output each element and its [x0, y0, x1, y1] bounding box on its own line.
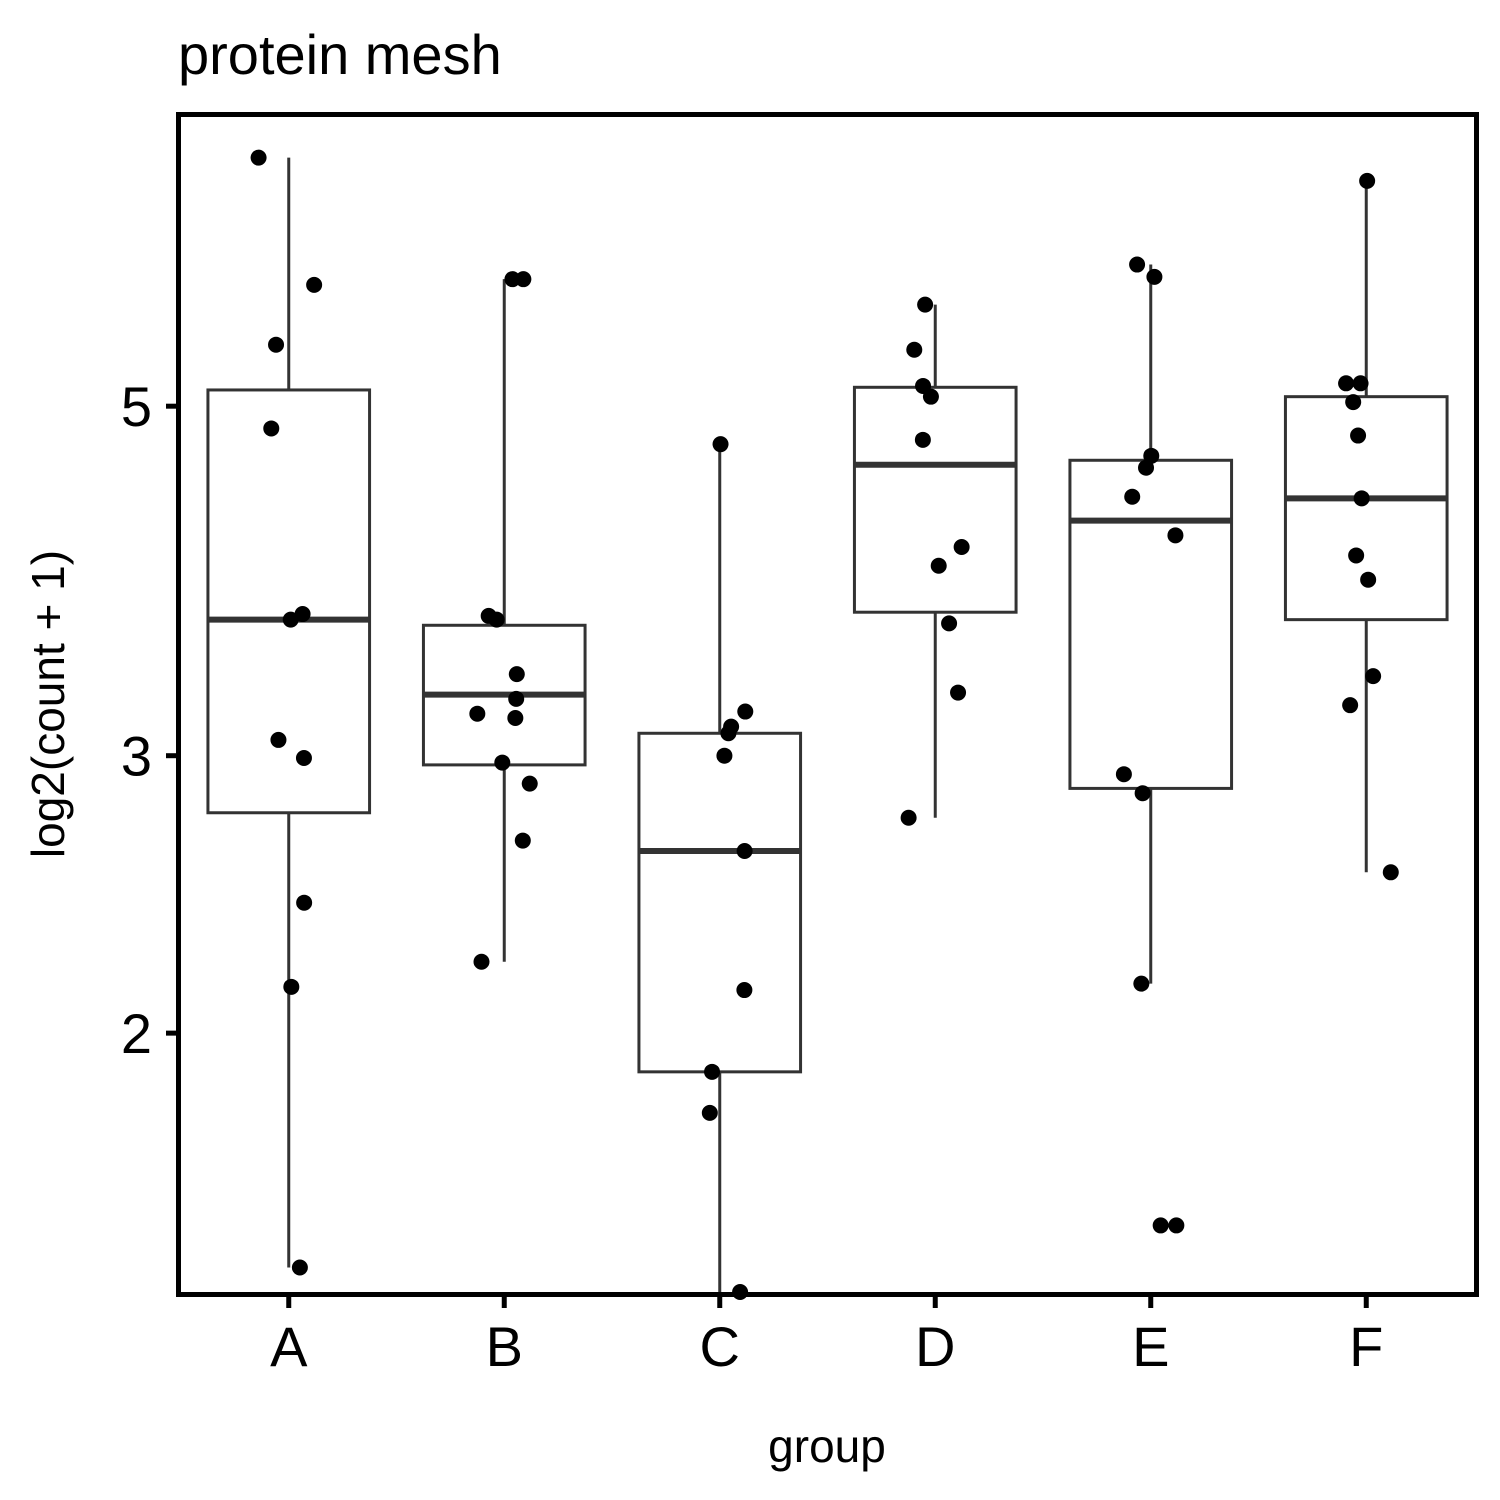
data-point: [1338, 375, 1355, 392]
data-point: [736, 982, 753, 999]
box-group-e: [1068, 256, 1234, 1234]
x-tick-label: F: [1349, 1315, 1383, 1378]
x-tick-label: E: [1132, 1315, 1169, 1378]
data-point: [1353, 490, 1370, 507]
box-iqr: [852, 385, 1018, 614]
data-point: [283, 978, 300, 995]
data-point: [701, 1104, 718, 1121]
data-point: [1115, 766, 1132, 783]
data-point: [736, 842, 753, 859]
data-point: [1133, 975, 1150, 992]
data-point: [508, 666, 525, 683]
data-point: [922, 388, 939, 405]
box-group-f: [1283, 172, 1449, 881]
data-point: [930, 557, 947, 574]
data-point: [1152, 1217, 1169, 1234]
data-point: [306, 276, 323, 293]
data-point: [508, 690, 525, 707]
data-point: [712, 436, 729, 453]
box-group-a: [206, 149, 372, 1276]
data-point: [1350, 427, 1367, 444]
data-point: [1365, 668, 1382, 685]
data-point: [1345, 394, 1362, 411]
data-point: [953, 538, 970, 555]
x-axis-title: group: [768, 1420, 886, 1472]
data-point: [900, 809, 917, 826]
box-iqr: [637, 731, 803, 1074]
data-point: [514, 832, 531, 849]
x-axis: A B C D E F: [270, 1296, 1383, 1378]
data-point: [716, 747, 733, 764]
data-point: [250, 149, 267, 166]
data-point: [296, 894, 313, 911]
x-tick-label: D: [915, 1315, 955, 1378]
y-tick-label: 2: [121, 1002, 152, 1065]
data-point: [494, 754, 511, 771]
plot-frame: [176, 112, 1479, 1297]
data-point: [521, 775, 538, 792]
y-tick-label: 3: [121, 725, 152, 788]
data-point: [1360, 571, 1377, 588]
data-point: [906, 341, 923, 358]
data-point: [1134, 785, 1151, 802]
data-point: [488, 611, 505, 628]
data-point: [1382, 864, 1399, 881]
data-point: [469, 705, 486, 722]
data-point: [294, 606, 311, 623]
data-point: [295, 749, 312, 766]
data-point: [507, 709, 524, 726]
data-point: [515, 271, 532, 288]
data-point: [1168, 1217, 1185, 1234]
data-point: [720, 725, 737, 742]
box-group-d: [852, 296, 1018, 826]
data-point: [1359, 172, 1376, 189]
data-point: [941, 615, 958, 632]
data-point: [704, 1063, 721, 1080]
y-axis-title: log2(count + 1): [22, 550, 74, 858]
data-point: [1146, 268, 1163, 285]
plot-area: [206, 149, 1449, 1300]
data-point: [950, 684, 967, 701]
data-point: [263, 420, 280, 437]
y-tick-label: 5: [121, 375, 152, 438]
data-point: [473, 953, 490, 970]
data-point: [291, 1259, 308, 1276]
data-point: [917, 296, 934, 313]
x-tick-label: B: [486, 1315, 523, 1378]
box-group-b: [421, 271, 587, 970]
box-group-c: [637, 436, 803, 1300]
data-point: [1124, 488, 1141, 505]
data-point: [282, 611, 299, 628]
data-point: [1167, 527, 1184, 544]
y-axis: 2 3 5: [121, 375, 178, 1065]
chart-title: protein mesh: [178, 23, 502, 86]
x-tick-label: A: [270, 1315, 308, 1378]
data-point: [270, 731, 287, 748]
data-point: [1348, 547, 1365, 564]
data-point: [1129, 256, 1146, 273]
data-point: [1138, 459, 1155, 476]
data-point: [268, 336, 285, 353]
data-point: [737, 703, 754, 720]
box-iqr: [1068, 458, 1234, 790]
x-tick-label: C: [700, 1315, 740, 1378]
data-point: [1342, 697, 1359, 714]
data-point: [914, 431, 931, 448]
data-point: [1352, 375, 1369, 392]
box-iqr: [206, 388, 372, 815]
